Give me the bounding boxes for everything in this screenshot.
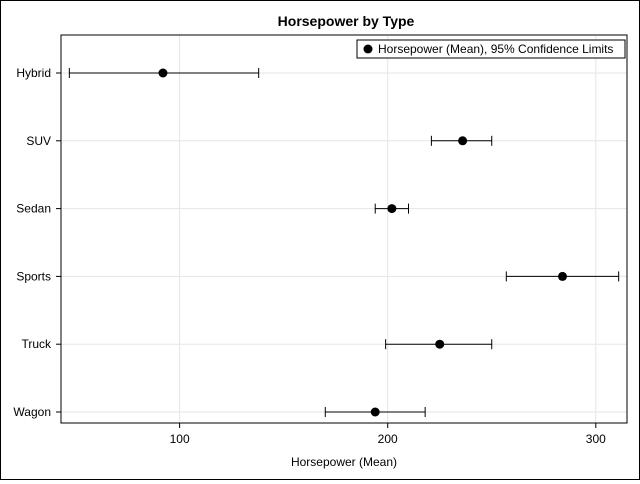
- x-tick-label: 200: [378, 432, 398, 446]
- mean-marker: [557, 271, 567, 281]
- mean-marker: [370, 407, 380, 417]
- y-tick-label: Truck: [21, 337, 52, 351]
- mean-marker: [458, 136, 468, 146]
- legend-label: Horsepower (Mean), 95% Confidence Limits: [378, 42, 613, 56]
- y-tick-label: Hybrid: [16, 66, 51, 80]
- data-marks: [68, 68, 620, 417]
- plot-area: [60, 34, 628, 424]
- y-axis: Hybrid SUV Sedan Sports Truck Wagon: [13, 66, 61, 419]
- x-axis: 100 200 300: [170, 423, 606, 446]
- legend-marker: [363, 44, 373, 54]
- mean-marker: [435, 339, 445, 349]
- legend-box: [356, 39, 626, 59]
- y-tick-label: SUV: [26, 134, 51, 148]
- x-tick-label: 100: [170, 432, 190, 446]
- mean-marker: [158, 68, 168, 78]
- legend: Horsepower (Mean), 95% Confidence Limits: [356, 39, 626, 59]
- grid-lines: [61, 35, 627, 423]
- x-axis-label: Horsepower (Mean): [291, 455, 397, 469]
- x-tick-label: 300: [586, 432, 606, 446]
- mean-marker: [387, 204, 397, 214]
- y-tick-label: Wagon: [13, 405, 51, 419]
- chart-title: Horsepower by Type: [278, 13, 415, 29]
- y-tick-label: Sports: [16, 269, 51, 283]
- y-tick-label: Sedan: [16, 202, 51, 216]
